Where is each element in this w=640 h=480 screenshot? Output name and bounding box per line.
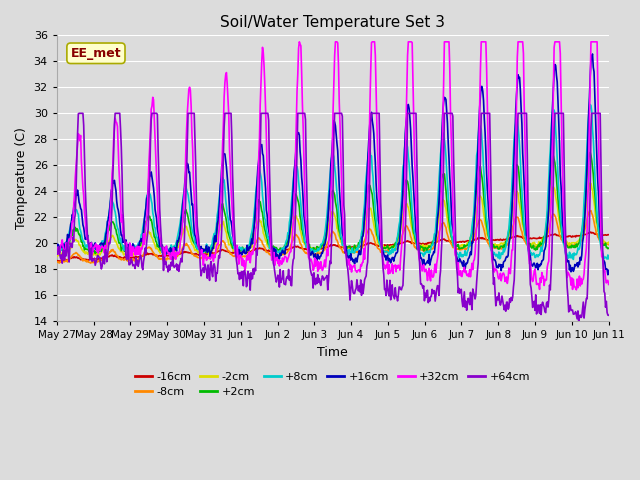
Legend: -16cm, -8cm, -2cm, +2cm, +8cm, +16cm, +32cm, +64cm: -16cm, -8cm, -2cm, +2cm, +8cm, +16cm, +3… [131,367,534,401]
Text: EE_met: EE_met [70,47,121,60]
X-axis label: Time: Time [317,346,348,359]
Y-axis label: Temperature (C): Temperature (C) [15,127,28,229]
Title: Soil/Water Temperature Set 3: Soil/Water Temperature Set 3 [220,15,445,30]
